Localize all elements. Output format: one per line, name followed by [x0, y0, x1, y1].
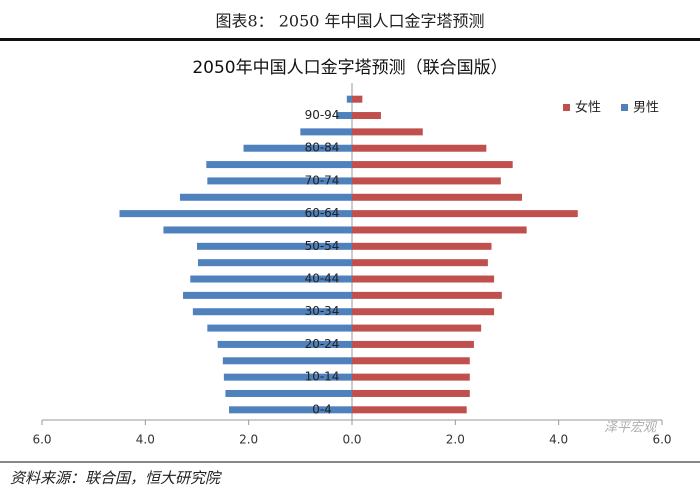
y-tick-label: 70-74	[305, 173, 340, 187]
bar	[225, 389, 352, 397]
bar	[119, 210, 352, 218]
x-tick-label: 2.0	[446, 433, 465, 447]
bar	[163, 226, 352, 234]
bar	[352, 308, 495, 316]
x-tick-label: 6.0	[652, 433, 671, 447]
bar	[198, 259, 352, 267]
x-tick-label: 4.0	[549, 433, 568, 447]
x-tick-label: 4.0	[136, 433, 155, 447]
bar	[352, 357, 470, 365]
bar	[352, 226, 527, 234]
legend-label: 女性	[575, 100, 601, 116]
bar	[352, 389, 470, 397]
bar	[222, 357, 352, 365]
y-tick-label: 40-44	[305, 272, 340, 286]
y-tick-label: 10-14	[305, 370, 340, 384]
bar	[217, 340, 352, 348]
bar	[352, 193, 522, 201]
watermark: 泽平宏观	[604, 420, 658, 436]
source-note: 资料来源：联合国，恒大研究院	[10, 469, 222, 487]
bar	[207, 177, 352, 185]
bar	[352, 210, 578, 218]
legend-swatch	[621, 104, 628, 111]
bar	[243, 144, 352, 152]
x-tick-label: 2.0	[239, 433, 258, 447]
legend-label: 男性	[633, 101, 659, 116]
bar	[352, 275, 495, 283]
bar	[352, 144, 487, 152]
bar	[207, 324, 352, 332]
bar	[352, 177, 501, 185]
bar	[336, 112, 352, 120]
y-tick-label: 30-34	[305, 304, 340, 318]
chart-title: 2050年中国人口金字塔预测（联合国版）	[192, 58, 507, 78]
y-tick-label: 80-84	[305, 141, 340, 155]
legend-swatch	[563, 104, 570, 111]
bar	[352, 340, 474, 348]
x-tick-label: 0.0	[342, 433, 361, 447]
bar	[352, 259, 488, 267]
bar	[352, 161, 513, 169]
bar	[352, 242, 492, 250]
bar	[197, 242, 352, 250]
bar	[352, 324, 482, 332]
bar	[352, 112, 381, 120]
bar	[223, 373, 352, 381]
x-tick-label: 6.0	[32, 433, 51, 447]
bar	[192, 308, 352, 316]
bar	[206, 161, 352, 169]
bar	[352, 95, 363, 103]
y-tick-label: 20-24	[305, 337, 340, 351]
y-tick-label: 60-64	[305, 206, 340, 220]
bar	[190, 275, 352, 283]
bar	[352, 128, 423, 136]
figure-header: 图表8： 2050 年中国人口金字塔预测	[215, 12, 484, 31]
bar	[352, 373, 470, 381]
y-tick-label: 0-4	[312, 402, 332, 416]
y-tick-label: 90-94	[305, 108, 340, 122]
bar	[229, 406, 352, 414]
y-tick-label: 50-54	[305, 239, 340, 253]
bar	[352, 406, 467, 414]
bar	[346, 95, 352, 103]
bar	[179, 193, 352, 201]
bar	[352, 291, 502, 299]
bar	[300, 128, 352, 136]
header-rule	[0, 38, 700, 41]
bar	[183, 291, 352, 299]
